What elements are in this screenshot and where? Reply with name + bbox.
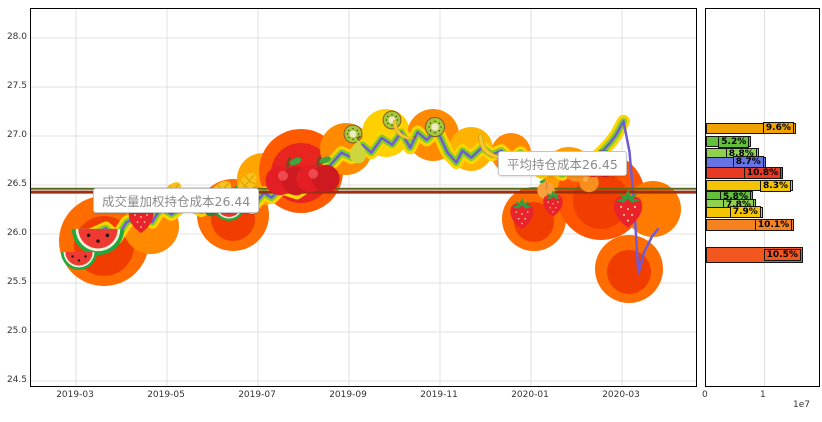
holder-distribution-bar[interactable]: 7.9% [706,206,763,219]
holder-distribution-bar[interactable]: 9.6% [706,122,796,135]
y-axis-tick-label: 25.0 [6,326,27,336]
fruit-blob [625,181,681,237]
y-axis-tick-label: 25.5 [6,277,27,287]
y-axis-tick-label: 27.5 [6,81,27,91]
avg-annotation-label: 平均持仓成本26.45 [498,151,627,176]
y-axis-tick-label: 26.5 [6,179,27,189]
holder-distribution-bar[interactable]: 10.5% [706,246,803,263]
holder-distribution-panel[interactable]: 9.6% 5.2% 8.8% 8.7% 10.8% 8.3% 5.8% 7.8% 7.9% 10.… [705,8,820,387]
holder-distribution-bar[interactable]: 5.2% [706,135,752,148]
vwap-annotation-label: 成交量加权持仓成本26.44 [93,188,260,213]
right-panel-gridline [764,9,765,386]
kiwi-icon [424,116,446,138]
right-axis-scale-label: 1e7 [793,400,810,410]
x-axis-tick-label: 2020-01 [511,390,549,400]
x-axis-tick-label: 2019-07 [238,390,276,400]
x-axis-tick-label: 2020-03 [602,390,640,400]
y-axis-tick-label: 27.0 [6,130,27,140]
holder-bar-percentage: 10.5% [763,248,801,261]
fruit-blob [607,250,651,294]
x-axis-tick-label: 2019-05 [147,390,185,400]
right-x-axis-tick-label: 0 [702,390,708,400]
x-axis-tick-label: 2019-09 [329,390,367,400]
holder-distribution-bar[interactable]: 10.1% [706,219,795,232]
y-axis-tick-label: 24.5 [6,375,27,385]
holder-bar-percentage: 5.2% [718,135,750,148]
holder-bar-percentage: 10.8% [743,167,782,180]
kiwi-icon [382,110,402,130]
x-axis-tick-label: 2019-11 [420,390,458,400]
right-x-axis-tick-label: 1 [760,390,766,400]
y-axis-tick-label: 28.0 [6,32,27,42]
holder-bar-percentage: 8.3% [760,179,791,192]
holder-bar-percentage: 9.6% [762,122,794,135]
holder-distribution-bar[interactable]: 8.3% [706,179,793,192]
holder-bar-percentage: 10.1% [754,219,793,232]
holder-bar-percentage: 7.9% [729,206,761,219]
holder-distribution-bar[interactable]: 10.8% [706,167,784,180]
kiwi-icon [343,124,363,144]
x-axis-tick-label: 2019-03 [56,390,94,400]
y-axis-tick-label: 26.0 [6,228,27,238]
